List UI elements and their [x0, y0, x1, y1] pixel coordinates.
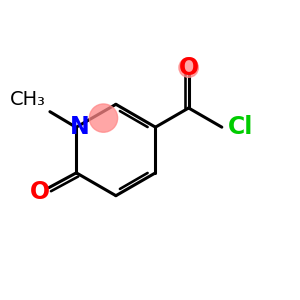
Text: Cl: Cl — [228, 115, 254, 139]
Text: N: N — [69, 115, 89, 139]
Text: CH₃: CH₃ — [10, 90, 46, 109]
Circle shape — [89, 104, 118, 132]
Circle shape — [179, 58, 198, 77]
Text: O: O — [178, 56, 199, 80]
Text: O: O — [30, 180, 50, 204]
